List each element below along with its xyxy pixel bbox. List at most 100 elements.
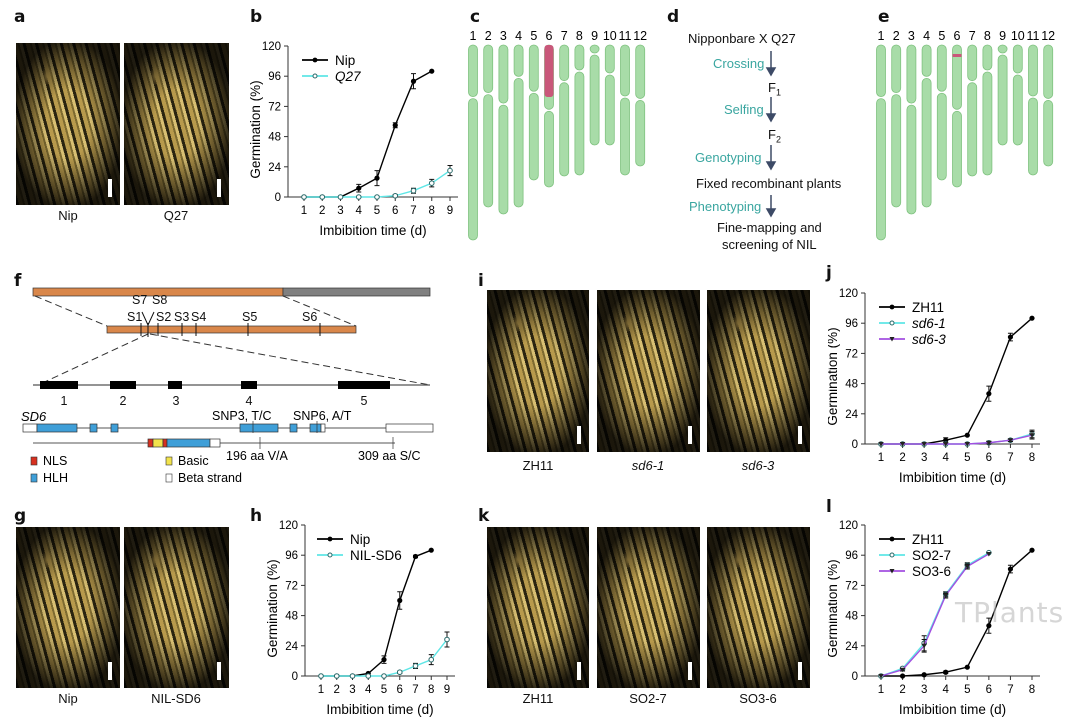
chromosome-number: 4 — [923, 29, 930, 43]
data-point — [899, 673, 906, 679]
chromosome-arm — [574, 71, 585, 176]
x-tick-label: 2 — [334, 684, 340, 696]
chromosome — [982, 44, 993, 176]
chromosome-arm — [483, 94, 494, 208]
germination-chart-h: 0 24 48 72 96 120 1 2 3 4 5 6 7 8 9 Imbibition time (d)… — [265, 520, 455, 717]
y-tick-label: 72 — [845, 580, 858, 592]
data-point — [878, 442, 884, 447]
legend-hlh: HLH — [43, 471, 68, 485]
chromosome-number: 6 — [546, 29, 553, 43]
panel-label-j: j — [826, 263, 832, 283]
chromosome-arm — [876, 98, 886, 241]
data-point — [921, 442, 927, 447]
chromosome-arm — [997, 44, 1008, 54]
chromosome-arm — [604, 44, 615, 74]
chromosome-arm — [513, 44, 524, 77]
chromosome-arm — [921, 44, 932, 77]
data-point — [986, 440, 992, 446]
chromosome-arm — [936, 92, 947, 181]
chromosome-number: 1 — [470, 29, 477, 43]
final-step-line2: screening of NIL — [722, 237, 817, 252]
legend-marker — [889, 337, 895, 342]
chromosome — [513, 44, 524, 208]
series-line-ZH11 — [881, 549, 1033, 677]
panel-label-h: h — [250, 506, 263, 526]
chromosome — [997, 44, 1008, 146]
y-tick-label: 72 — [845, 348, 858, 360]
chromosome — [921, 44, 932, 208]
data-point — [444, 636, 450, 643]
chromosome-arm — [967, 82, 978, 177]
chromosome-arm — [921, 78, 932, 208]
generation-f2: F2 — [768, 127, 781, 145]
x-tick-label: 3 — [349, 684, 355, 696]
x-tick-label: 4 — [365, 684, 372, 696]
chromosome-arm — [1012, 44, 1023, 74]
chromosome-arm — [589, 44, 600, 54]
legend-label: NIL-SD6 — [350, 548, 402, 563]
y-axis-label: Germination (%) — [248, 80, 263, 178]
panel-label-a: a — [14, 7, 26, 27]
x-tick-label: 8 — [429, 205, 435, 217]
exon-number: 5 — [361, 394, 368, 408]
marker-label: S1 — [127, 310, 142, 324]
aa309-label: 309 aa S/C — [358, 449, 421, 463]
x-tick-label: 4 — [943, 684, 950, 696]
chromosome — [589, 44, 600, 146]
chromosome — [876, 44, 886, 241]
rice-panicle-photo — [487, 527, 589, 688]
data-point — [964, 564, 970, 570]
x-tick-label: 1 — [878, 452, 884, 464]
final-step-line1: Fine-mapping and — [717, 220, 822, 235]
y-tick-label: 120 — [839, 520, 858, 532]
chromosome-map-c: 1 2 3 4 5 6 7 8 9 10 11 12 — [468, 29, 647, 241]
panel-label-c: c — [470, 7, 481, 27]
data-point — [943, 593, 949, 598]
generation-f1: F1 — [768, 80, 781, 98]
data-point — [878, 674, 884, 679]
chromosome — [544, 44, 554, 188]
chromosome — [906, 44, 917, 215]
data-point — [365, 673, 372, 679]
x-tick-label: 5 — [964, 684, 970, 696]
y-tick-label: 48 — [845, 611, 858, 623]
x-tick-label: 5 — [381, 684, 387, 696]
chromosome-number: 6 — [954, 29, 961, 43]
chromosome-number: 7 — [969, 29, 976, 43]
data-point — [318, 673, 324, 679]
gene-name: SD6 — [21, 409, 47, 424]
watermark: TPlants — [955, 596, 1065, 629]
x-tick-label: 3 — [921, 452, 927, 464]
protein-domains — [147, 437, 394, 449]
panel-label-l: l — [826, 497, 832, 517]
data-point — [397, 597, 403, 604]
exon-number: 1 — [61, 394, 68, 408]
y-tick-label: 96 — [845, 318, 858, 330]
chromosome-arm — [1043, 44, 1054, 99]
panel-label-f: f — [14, 271, 22, 291]
chromosome-number: 11 — [1027, 29, 1040, 43]
chromosome-arm — [544, 110, 554, 188]
x-tick-label: 7 — [1007, 684, 1013, 696]
x-tick-label: 3 — [337, 205, 343, 217]
chromosome-number: 5 — [938, 29, 945, 43]
y-tick-label: 24 — [285, 641, 298, 653]
data-point — [333, 673, 340, 679]
rice-panicle-photo — [597, 290, 700, 452]
x-tick-label: 5 — [374, 205, 380, 217]
data-point — [319, 194, 326, 200]
chromosome-arm — [982, 44, 993, 71]
chromosome-arm — [483, 44, 494, 93]
chromosome-arm — [876, 44, 886, 98]
x-tick-label: 1 — [318, 684, 324, 696]
data-point — [1007, 334, 1014, 340]
series-line-SO3-6 — [880, 553, 990, 677]
f1-label: F — [768, 80, 776, 95]
data-point — [374, 175, 380, 181]
chromosome-arm — [498, 104, 509, 215]
legend-label: sd6-1 — [912, 316, 946, 331]
data-point — [355, 194, 362, 200]
y-tick-label: 96 — [845, 550, 858, 562]
data-point — [1007, 438, 1014, 443]
chromosome — [574, 44, 585, 176]
